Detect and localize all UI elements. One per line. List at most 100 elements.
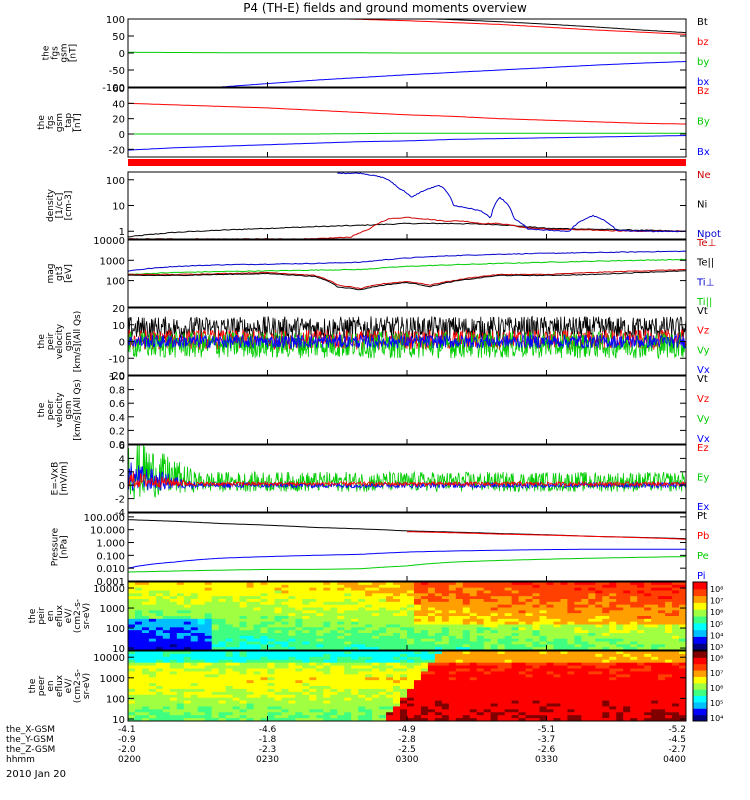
spectrogram-cell (358, 601, 366, 606)
spectrogram-cell (539, 596, 548, 600)
spectrogram-cell (365, 616, 373, 620)
spectrogram-cell (260, 616, 269, 620)
spectrogram-cell (330, 618, 338, 623)
spectrogram-cell (393, 627, 401, 631)
spectrogram-cell (567, 621, 575, 626)
spectrogram-cell (595, 697, 603, 702)
colorbar-tick-label: 10⁴ (710, 631, 723, 640)
spectrogram-cell (588, 593, 596, 597)
series-line-Npot (337, 172, 686, 233)
spectrogram-cell (358, 706, 366, 710)
colorbar-frame (692, 581, 708, 651)
spectrogram-cell (441, 674, 450, 678)
spectrogram-cell (407, 616, 415, 620)
spectrogram-cell (658, 688, 666, 693)
spectrogram-cell (225, 635, 234, 640)
spectrogram-cell (386, 683, 394, 687)
spectrogram-cell (623, 616, 631, 620)
spectrogram-cell (511, 604, 520, 609)
spectrogram-cell (630, 671, 638, 675)
spectrogram-cell (204, 718, 213, 721)
spectrogram-cell (434, 584, 443, 589)
spectrogram-cell (141, 584, 150, 589)
spectrogram-cell (281, 712, 290, 716)
spectrogram-cell (253, 718, 262, 721)
spectrogram-cell (420, 613, 429, 617)
spectrogram-cell (134, 601, 143, 606)
spectrogram-cell (567, 683, 575, 687)
spectrogram-cell (372, 694, 380, 699)
spectrogram-cell (469, 688, 478, 693)
spectrogram-cell (344, 590, 352, 594)
spectrogram-cell (281, 587, 290, 592)
spectrogram-cell (511, 641, 520, 645)
spectrogram-cell (532, 706, 541, 710)
spectrogram-cell (553, 627, 562, 631)
spectrogram-cell (525, 593, 534, 597)
spectrogram-cell (386, 627, 394, 631)
spectrogram-cell (274, 584, 283, 589)
spectrogram-cell (679, 712, 686, 716)
spectrogram-cell (532, 638, 541, 643)
spectrogram-cell (260, 647, 269, 650)
spectrogram-cell (344, 618, 352, 623)
spectrogram-cell (490, 668, 499, 673)
spectrogram-cell (413, 593, 422, 597)
spectrogram-cell (295, 712, 303, 716)
spectrogram-cell (462, 607, 471, 611)
spectrogram-cell (267, 653, 276, 658)
spectrogram-cell (155, 683, 164, 687)
x-tick-value: -3.7 (538, 735, 556, 745)
spectrogram-cell (316, 703, 324, 708)
spectrogram-cell (455, 604, 464, 609)
spectrogram-cell (316, 715, 324, 719)
spectrogram-cell (190, 610, 199, 614)
spectrogram-cell (420, 616, 429, 620)
spectrogram-cell (407, 647, 415, 650)
spectrogram-cell (372, 638, 380, 643)
spectrogram-cell (141, 665, 150, 670)
spectrogram-cell (504, 697, 513, 702)
y-axis-label: [cm-3] (64, 191, 74, 221)
spectrogram-cell (316, 671, 324, 675)
spectrogram-cell (672, 718, 680, 721)
spectrogram-cell (379, 662, 387, 667)
y-axis-label: eV/ (64, 678, 74, 694)
spectrogram-cell (455, 674, 464, 678)
spectrogram-cell (441, 607, 450, 611)
spectrogram-cell (148, 659, 157, 664)
y-tick-label: 10 (112, 715, 125, 726)
y-axis-label: gsm (64, 400, 74, 419)
spectrogram-cell (358, 677, 366, 681)
spectrogram-cell (609, 668, 617, 673)
spectrogram-cell (218, 703, 227, 708)
spectrogram-cell (239, 613, 248, 617)
spectrogram-cell (400, 610, 408, 614)
spectrogram-cell (288, 653, 296, 658)
spectrogram-cell (511, 627, 520, 631)
spectrogram-cell (504, 647, 513, 650)
spectrogram-cell (267, 607, 276, 611)
spectrogram-cell (372, 601, 380, 606)
spectrogram-cell (441, 641, 450, 645)
spectrogram-cell (497, 624, 506, 628)
spectrogram-cell (462, 700, 471, 705)
spectrogram-cell (483, 624, 492, 628)
x-tick-value: -5.1 (538, 725, 556, 735)
spectrogram-cell (141, 677, 150, 681)
spectrogram-cell (588, 686, 596, 690)
spectrogram-cell (239, 627, 248, 631)
spectrogram-cell (323, 582, 331, 586)
spectrogram-cell (358, 613, 366, 617)
spectrogram-cell (602, 590, 610, 594)
spectrogram-cell (490, 638, 499, 643)
spectrogram-cell (532, 653, 541, 658)
spectrogram-cell (190, 582, 199, 586)
spectrogram-cell (532, 593, 541, 597)
spectrogram-cell (316, 677, 324, 681)
spectrogram-cell (211, 659, 220, 664)
spectrogram-cell (602, 607, 610, 611)
spectrogram-cell (616, 691, 624, 696)
spectrogram-cell (511, 630, 520, 634)
